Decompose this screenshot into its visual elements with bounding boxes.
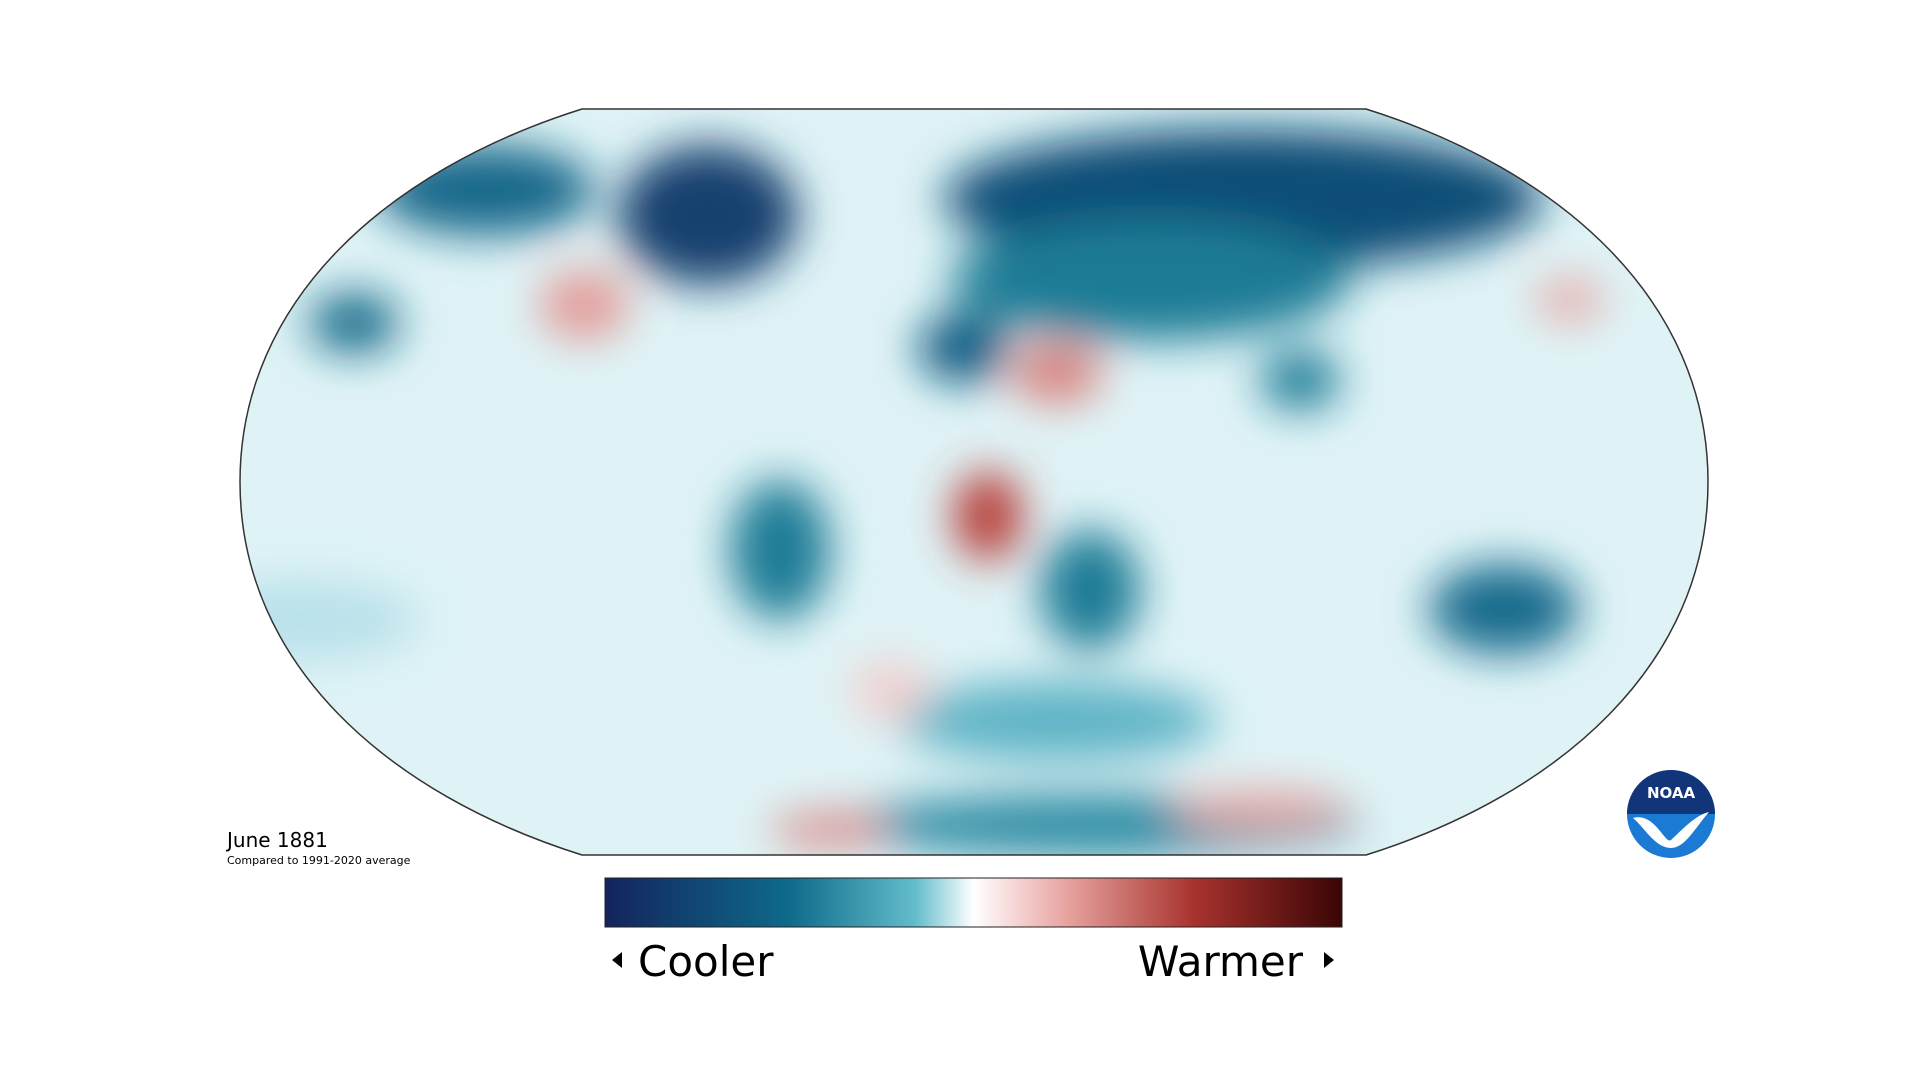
color-scale: [604, 877, 1343, 928]
warmer-arrow: [1324, 952, 1334, 968]
legend-high-label: Warmer: [1138, 937, 1304, 986]
cooler-arrow: [612, 952, 622, 968]
map-subtitle: Compared to 1991-2020 average: [227, 854, 411, 867]
legend-low-label: Cooler: [638, 937, 774, 986]
noaa-logo: NOAA: [1627, 770, 1715, 858]
map-outline: [239, 108, 1709, 856]
map-title: June 1881: [225, 828, 328, 852]
logo-text: NOAA: [1647, 784, 1696, 802]
anomaly-field: [240, 109, 1708, 855]
